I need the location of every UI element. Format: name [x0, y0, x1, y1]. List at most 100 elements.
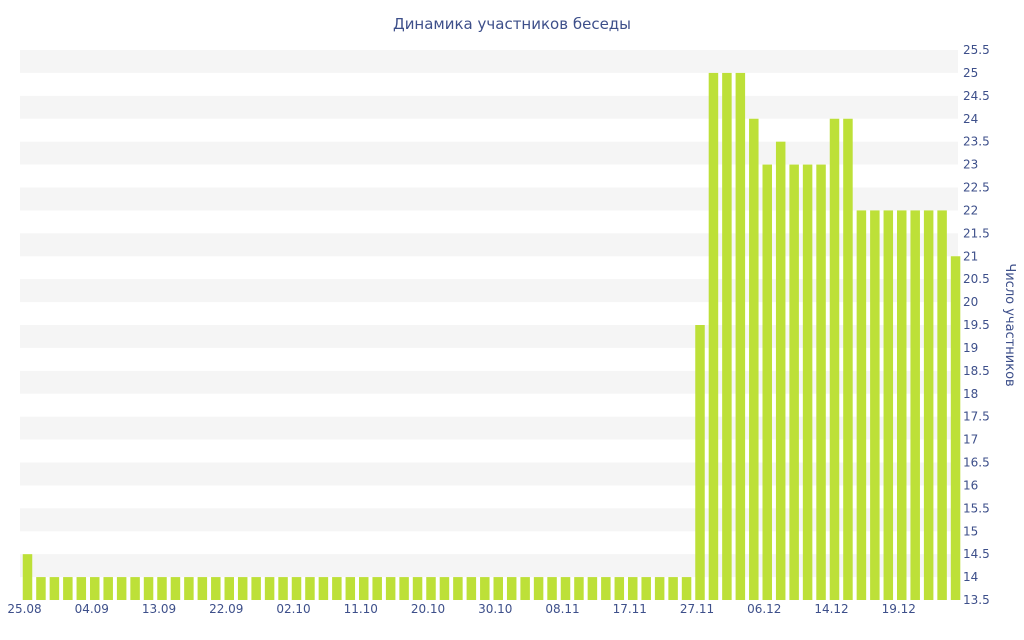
- bar: [601, 577, 611, 600]
- x-tick-label: 11.10: [344, 602, 378, 616]
- bar: [237, 577, 248, 600]
- bar: [829, 118, 840, 600]
- bar: [90, 577, 100, 600]
- bar: [480, 577, 490, 600]
- x-tick-label: 06.12: [747, 602, 781, 616]
- y-tick-label: 17.5: [963, 410, 990, 424]
- bar: [695, 325, 705, 600]
- y-tick-label: 25.5: [963, 43, 990, 57]
- bars-layer: [22, 72, 961, 601]
- bar: [224, 577, 234, 600]
- bar: [937, 210, 947, 601]
- y-tick-label: 15.5: [963, 501, 990, 515]
- bar: [412, 577, 423, 600]
- y-tick-label: 16: [963, 478, 978, 492]
- x-tick-label: 13.09: [142, 602, 176, 616]
- bar: [36, 577, 46, 600]
- chart-title: Динамика участников беседы: [393, 15, 631, 33]
- bar: [332, 577, 342, 600]
- y-tick-label: 19: [963, 341, 978, 355]
- x-axis-ticks: 25.08 04.09 13.09 22.09 02.10 11.10 20.10 30.10…: [7, 602, 916, 616]
- y-tick-label: 24: [963, 112, 978, 126]
- bar: [574, 577, 584, 600]
- bar: [399, 577, 409, 600]
- bar: [816, 164, 826, 600]
- y-tick-label: 21: [963, 249, 978, 263]
- bar: [749, 118, 759, 600]
- y-tick-label: 22.5: [963, 181, 990, 195]
- x-tick-label: 14.12: [814, 602, 848, 616]
- y-axis-label: Число участников: [1002, 263, 1017, 386]
- bar: [802, 164, 813, 600]
- bar: [385, 577, 396, 600]
- y-tick-label: 19.5: [963, 318, 990, 332]
- bar: [883, 210, 894, 601]
- y-tick-label: 18: [963, 387, 978, 401]
- x-tick-label: 02.10: [276, 602, 310, 616]
- x-tick-label: 22.09: [209, 602, 243, 616]
- bar: [533, 577, 544, 600]
- bar: [520, 577, 530, 600]
- y-tick-label: 23: [963, 158, 978, 172]
- bar: [493, 577, 503, 600]
- bar: [103, 577, 113, 600]
- bar: [843, 118, 853, 600]
- y-tick-label: 13.5: [963, 593, 990, 607]
- bar: [587, 577, 598, 600]
- bar: [439, 577, 450, 600]
- y-tick-label: 16.5: [963, 456, 990, 470]
- bar: [708, 72, 719, 601]
- bar: [722, 72, 732, 601]
- y-tick-label: 15: [963, 524, 978, 538]
- bar: [856, 210, 867, 601]
- y-tick-label: 18.5: [963, 364, 990, 378]
- x-tick-label: 17.11: [613, 602, 647, 616]
- y-tick-label: 17: [963, 433, 978, 447]
- bar: [197, 577, 208, 600]
- y-tick-label: 20.5: [963, 272, 990, 286]
- y-axis-ticks: 13.5 14 14.5 15 15.5 16 16.5 17 17.5 18 18.5 19 19.5…: [963, 43, 990, 607]
- bar: [184, 577, 194, 600]
- bar: [359, 577, 369, 600]
- bar: [291, 577, 302, 600]
- bar: [910, 210, 920, 601]
- y-tick-label: 21.5: [963, 226, 990, 240]
- x-tick-label: 30.10: [478, 602, 512, 616]
- bar: [506, 577, 517, 600]
- bar: [668, 577, 678, 600]
- x-tick-label: 08.11: [545, 602, 579, 616]
- bar: [641, 577, 651, 600]
- bar: [762, 164, 772, 600]
- bar: [372, 577, 382, 600]
- x-tick-label: 25.08: [7, 602, 41, 616]
- bar: [157, 577, 167, 600]
- bar: [305, 577, 315, 600]
- grid-band: [20, 141, 958, 165]
- bar: [654, 577, 665, 600]
- bar: [130, 577, 140, 600]
- bar: [923, 210, 934, 601]
- bar: [466, 577, 477, 600]
- bar: [278, 577, 288, 600]
- grid-band: [20, 95, 958, 119]
- bar: [789, 164, 799, 600]
- x-tick-label: 27.11: [680, 602, 714, 616]
- bar: [735, 72, 746, 601]
- y-tick-label: 14.5: [963, 547, 990, 561]
- y-tick-label: 24.5: [963, 89, 990, 103]
- bar: [116, 577, 127, 600]
- bar: [345, 577, 356, 600]
- bar: [897, 210, 907, 601]
- y-tick-label: 23.5: [963, 135, 990, 149]
- bar: [614, 577, 625, 600]
- x-tick-label: 19.12: [882, 602, 916, 616]
- bar: [211, 577, 221, 600]
- bar: [560, 577, 571, 600]
- bar: [628, 577, 638, 600]
- bar: [870, 210, 880, 601]
- bar: [22, 554, 33, 600]
- bar: [49, 577, 60, 600]
- bar: [63, 577, 73, 600]
- bar: [950, 256, 961, 600]
